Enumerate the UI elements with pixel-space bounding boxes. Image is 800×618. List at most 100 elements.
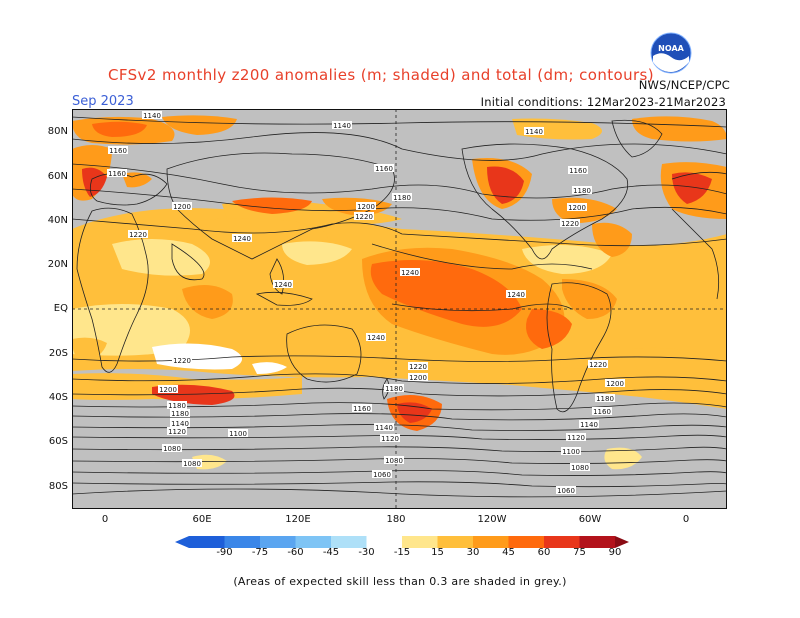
svg-text:1140: 1140 [375,424,393,432]
lat-label: 80N [47,126,68,137]
svg-text:1060: 1060 [373,471,391,479]
contour-label: 1220 [128,230,148,239]
contour-label: 1200 [158,385,178,394]
svg-text:1180: 1180 [393,194,411,202]
svg-text:1140: 1140 [143,112,161,120]
svg-text:1200: 1200 [568,204,586,212]
lon-label: 120E [285,514,311,525]
skill-footnote: (Areas of expected skill less than 0.3 a… [233,575,567,588]
svg-text:1180: 1180 [596,395,614,403]
contour-label: 1160 [352,404,372,413]
lat-label: EQ [53,303,68,314]
svg-text:1220: 1220 [173,357,191,365]
lon-label: 0 [101,514,109,525]
svg-text:1120: 1120 [381,435,399,443]
contour-label: 1160 [568,166,588,175]
lon-label: 180 [386,514,406,525]
contour-label: 1240 [400,268,420,277]
contour-label: 1160 [108,146,128,155]
contour-label: 1220 [588,360,608,369]
svg-text:1140: 1140 [171,420,189,428]
svg-text:1240: 1240 [367,334,385,342]
colorbar-cell [508,536,544,548]
lat-label: 20S [48,348,68,359]
svg-text:1080: 1080 [385,457,403,465]
svg-text:1200: 1200 [357,203,375,211]
contour-label: 1080 [570,463,590,472]
colorbar-tick-label: 15 [431,547,444,558]
noaa-logo: NOAA [650,32,692,74]
colorbar-cell [331,536,367,548]
colorbar-cell [437,536,473,548]
svg-text:NOAA: NOAA [658,44,684,53]
contour-label: 1180 [170,409,190,418]
colorbar-tick-label: 90 [608,547,622,558]
contour-label: 1140 [524,127,544,136]
svg-text:1240: 1240 [401,269,419,277]
svg-text:1140: 1140 [580,421,598,429]
svg-text:1160: 1160 [108,170,126,178]
colorbar-tick-label: -30 [358,547,375,558]
initial-conditions: Initial conditions: 12Mar2023-21Mar2023 [480,95,726,109]
contour-label: 1140 [332,121,352,130]
contour-label: 1120 [167,427,187,436]
contour-label: 1120 [380,434,400,443]
colorbar-cell [224,536,260,548]
svg-text:1080: 1080 [183,460,201,468]
lat-label: 80S [48,481,68,492]
contour-label: 1220 [408,362,428,371]
svg-text:1220: 1220 [355,213,373,221]
contour-label: 1160 [592,407,612,416]
svg-text:1160: 1160 [353,405,371,413]
colorbar-cell [579,536,615,548]
colorbar-tick-label: 45 [502,547,515,558]
contour-label: 1160 [107,169,127,178]
svg-text:1100: 1100 [229,430,247,438]
contour-label: 1220 [560,219,580,228]
svg-text:1160: 1160 [569,167,587,175]
contour-label: 1180 [392,193,412,202]
map-panel: 1140 1140 1140 1160 1160 1160 1160 1180 … [72,109,727,509]
lon-label: 120W [477,514,507,525]
svg-text:1240: 1240 [507,291,525,299]
map-title: CFSv2 monthly z200 anomalies (m; shaded)… [108,66,655,84]
contour-label: 1220 [354,212,374,221]
colorbar-tick-label: -90 [216,547,233,558]
map-frame [72,109,727,509]
svg-text:1200: 1200 [159,386,177,394]
lon-label: 60E [192,514,212,525]
contour-label: 1240 [366,333,386,342]
svg-text:1220: 1220 [561,220,579,228]
colorbar-cell [189,536,225,548]
svg-text:1220: 1220 [409,363,427,371]
contour-label: 1080 [182,459,202,468]
contour-label: 1180 [595,394,615,403]
colorbar-tick-label: -75 [251,547,269,558]
agency-label: NWS/NCEP/CPC [638,78,730,92]
contour-label: 1100 [561,447,581,456]
contour-label: 1180 [384,384,404,393]
lat-label: 40S [48,392,68,403]
svg-text:1240: 1240 [233,235,251,243]
colorbar-tick-label: -60 [287,547,304,558]
contour-label: 1140 [142,111,162,120]
contour-label: 1200 [567,203,587,212]
contour-label: 1060 [556,486,576,495]
colorbar-cell [402,536,438,548]
contour-label: 1200 [605,379,625,388]
colorbar-tick-label: -45 [322,547,340,558]
svg-text:1080: 1080 [163,445,181,453]
svg-text:1120: 1120 [168,428,186,436]
contour-label: 1200 [408,373,428,382]
light-yellow-patches [112,239,210,276]
lat-label: 60N [47,171,68,182]
colorbar-cell [260,536,296,548]
contour-label: 1180 [167,401,187,410]
lon-label: 60W [578,514,602,525]
contour-label: 1200 [356,202,376,211]
contour-label: 1180 [572,186,592,195]
coastlines [72,119,727,498]
contour-label: 1220 [172,356,192,365]
contour-label: 1080 [162,444,182,453]
contour-label: 1160 [374,164,394,173]
